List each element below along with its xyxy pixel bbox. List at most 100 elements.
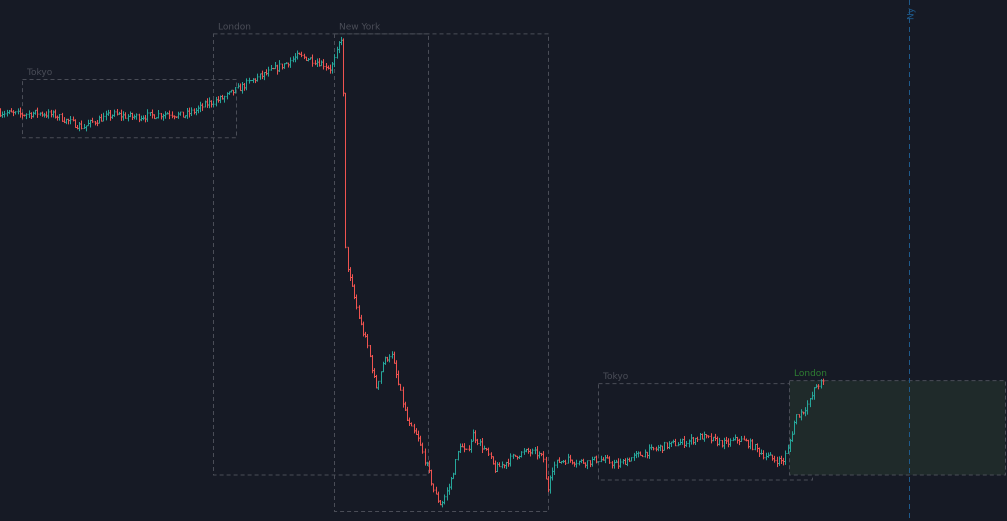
ohlc-bar <box>195 108 198 116</box>
ohlc-bar <box>441 500 444 508</box>
ohlc-bar <box>369 345 372 358</box>
ohlc-bar <box>663 441 666 451</box>
ohlc-bar <box>322 59 325 70</box>
ohlc-bar <box>12 110 15 117</box>
ohlc-bar <box>197 105 200 114</box>
ohlc-bar <box>362 321 365 337</box>
ohlc-bar <box>241 81 244 94</box>
ohlc-bar <box>65 118 68 125</box>
ohlc-bar <box>199 101 202 113</box>
ohlc-bar <box>171 111 174 119</box>
ohlc-bar <box>479 439 482 447</box>
ohlc-bar <box>771 454 774 461</box>
ohlc-bar <box>397 370 400 386</box>
ohlc-bar <box>600 455 603 463</box>
ohlc-bar <box>232 89 235 96</box>
ohlc-bar <box>43 112 46 118</box>
ohlc-bar <box>193 108 196 115</box>
ohlc-bar <box>237 83 240 89</box>
ohlc-bar <box>503 464 506 469</box>
ohlc-bar <box>107 109 110 116</box>
ohlc-bar <box>822 378 825 385</box>
ohlc-bar <box>140 115 143 122</box>
ohlc-bar <box>714 433 717 442</box>
ohlc-bar <box>309 57 312 60</box>
ohlc-bar <box>716 436 719 447</box>
ohlc-bar <box>316 58 319 68</box>
ohlc-bar <box>388 354 391 363</box>
ohlc-bar <box>19 107 22 118</box>
ohlc-bar <box>481 438 484 454</box>
ohlc-bar <box>336 46 339 59</box>
ohlc-bar <box>105 110 108 121</box>
ohlc-bar <box>492 456 495 465</box>
ohlc-bar <box>677 442 680 447</box>
ohlc-bar <box>534 446 537 455</box>
ohlc-bar <box>525 448 528 453</box>
ohlc-bar <box>208 97 211 109</box>
ohlc-bar <box>204 100 207 108</box>
ohlc-bar <box>705 434 708 439</box>
ohlc-bar <box>435 486 438 495</box>
ohlc-bar <box>283 63 286 69</box>
ohlc-bar <box>743 435 746 441</box>
ohlc-bar <box>39 112 42 116</box>
ohlc-bar <box>712 436 715 442</box>
ohlc-bar <box>399 383 402 391</box>
ohlc-bar <box>490 452 493 460</box>
ohlc-bar <box>69 115 72 125</box>
ohlc-bar <box>633 452 636 461</box>
ohlc-bar <box>679 438 682 446</box>
ohlc-bar <box>571 459 574 465</box>
ohlc-bar <box>133 114 136 120</box>
ohlc-bar <box>14 111 17 115</box>
ohlc-bar <box>536 446 539 460</box>
ohlc-bar <box>250 80 253 82</box>
ohlc-bar <box>725 436 728 445</box>
ohlc-bar <box>210 100 213 108</box>
ohlc-bar <box>186 107 189 119</box>
ohlc-bar <box>276 64 279 75</box>
ohlc-bar <box>710 433 713 444</box>
ohlc-bar <box>393 351 396 364</box>
ohlc-bar <box>182 111 185 118</box>
ohlc-bar <box>344 92 347 249</box>
ohlc-bar <box>584 462 587 468</box>
ohlc-bar <box>721 440 724 448</box>
ohlc-bar <box>177 111 180 119</box>
ohlc-bar <box>556 459 559 469</box>
ohlc-bar <box>811 391 814 400</box>
ohlc-bar <box>619 458 622 468</box>
ohlc-bar <box>91 117 94 123</box>
ohlc-bar <box>615 459 618 464</box>
ohlc-bar <box>494 460 497 473</box>
ohlc-bar <box>188 107 191 118</box>
ohlc-bar <box>639 451 642 456</box>
session-box-tokyo <box>22 78 237 139</box>
ohlc-bar <box>527 447 530 454</box>
ohlc-bar <box>45 111 48 118</box>
ohlc-bar <box>358 305 361 319</box>
ohlc-bar <box>582 458 585 464</box>
ohlc-bar <box>391 351 394 359</box>
ohlc-bar <box>230 89 233 93</box>
ohlc-bar <box>166 112 169 115</box>
ohlc-bar <box>558 457 561 463</box>
ohlc-bar <box>617 458 620 469</box>
ohlc-bar <box>787 444 790 454</box>
ohlc-bar <box>432 483 435 493</box>
ohlc-bar <box>32 111 35 118</box>
session-boxes: Tokyo London New York Tokyo London <box>22 22 1006 512</box>
ohlc-bar <box>94 120 97 126</box>
ohlc-bar <box>410 422 413 427</box>
ohlc-bar <box>226 92 229 100</box>
ohlc-bar <box>72 116 75 122</box>
ohlc-bar <box>476 438 479 446</box>
ohlc-bar <box>153 114 156 120</box>
ohlc-bar <box>371 354 374 374</box>
ohlc-bar <box>305 56 308 62</box>
ohlc-bar <box>470 439 473 453</box>
ohlc-bar <box>591 456 594 467</box>
ohlc-bar <box>468 445 471 452</box>
